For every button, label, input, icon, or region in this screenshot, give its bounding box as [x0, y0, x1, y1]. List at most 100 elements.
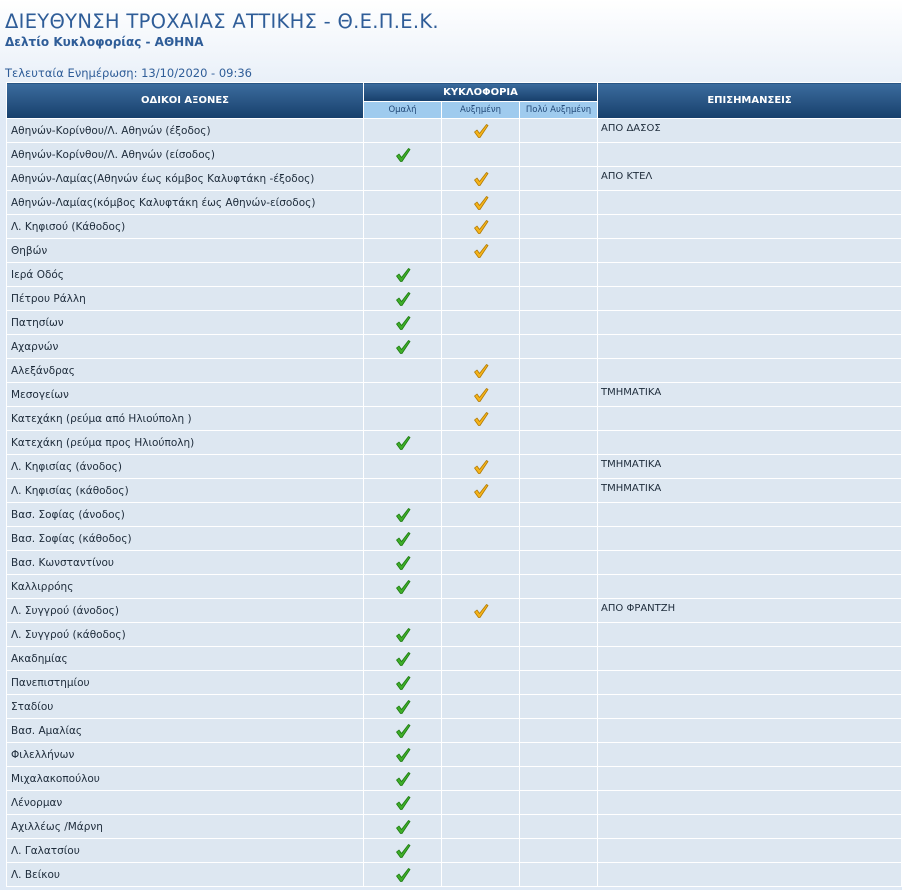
level-cell	[518, 142, 599, 167]
table-row: Λ. Κηφισού (Κάθοδος)	[6, 214, 902, 239]
table-row: Λ. Κηφισίας (κάθοδος) ΤΜΗΜΑΤΙΚΑ	[6, 478, 902, 503]
note: ΑΠΟ ΦΡΑΝΤΖΗ	[597, 598, 902, 623]
level-cell	[441, 502, 520, 527]
table-row: Ιερά Οδός	[6, 262, 902, 287]
level-cell	[441, 670, 520, 695]
traffic-table: ΟΔΙΚΟΙ ΑΞΟΝΕΣ ΚΥΚΛΟΦΟΡΙΑ ΕΠΙΣΗΜΑΝΣΕΙΣ Ομ…	[6, 82, 902, 887]
check-mark	[473, 603, 488, 618]
note	[597, 502, 902, 527]
road-name: Κατεχάκη (ρεύμα προς Ηλιούπολη)	[6, 430, 364, 455]
check-mark	[395, 843, 410, 858]
road-name: Αχαρνών	[6, 334, 364, 359]
level-cell	[518, 574, 599, 599]
level-cell	[518, 310, 599, 335]
check-icon	[395, 507, 410, 522]
level-cell	[363, 622, 442, 647]
level-cell	[441, 214, 520, 239]
level-cell	[518, 622, 599, 647]
road-name: Καλλιρρόης	[6, 574, 364, 599]
note	[597, 406, 902, 431]
check-icon	[395, 291, 410, 306]
level-cell	[363, 382, 442, 407]
road-name: Σταδίου	[6, 694, 364, 719]
level-cell	[363, 166, 442, 191]
road-name: Λ. Κηφισού (Κάθοδος)	[6, 214, 364, 239]
check-mark	[395, 315, 410, 330]
level-cell	[363, 670, 442, 695]
road-name: Λ. Βείκου	[6, 862, 364, 887]
check-icon	[473, 459, 488, 474]
level-cell	[363, 430, 442, 455]
level-cell	[441, 406, 520, 431]
table-row: Αθηνών-Κορίνθου/Λ. Αθηνών (είσοδος)	[6, 142, 902, 167]
level-cell	[441, 358, 520, 383]
table-row: Κατεχάκη (ρεύμα από Ηλιούπολη )	[6, 406, 902, 431]
check-mark	[395, 627, 410, 642]
level-cell	[518, 190, 599, 215]
level-cell	[518, 454, 599, 479]
table-row: Πατησίων	[6, 310, 902, 335]
level-cell	[363, 310, 442, 335]
level-cell	[441, 766, 520, 791]
road-name: Ιερά Οδός	[6, 262, 364, 287]
table-row: Βασ. Αμαλίας	[6, 718, 902, 743]
level-cell	[441, 454, 520, 479]
level-cell	[363, 646, 442, 671]
level-cell	[518, 862, 599, 887]
check-mark	[473, 483, 488, 498]
road-name: Αθηνών-Κορίνθου/Λ. Αθηνών (έξοδος)	[6, 118, 364, 143]
check-icon	[473, 411, 488, 426]
level-cell	[363, 550, 442, 575]
note	[597, 622, 902, 647]
table-row: Καλλιρρόης	[6, 574, 902, 599]
level-cell	[441, 574, 520, 599]
level-cell	[363, 598, 442, 623]
road-name: Λένορμαν	[6, 790, 364, 815]
level-cell	[518, 526, 599, 551]
level-cell	[363, 454, 442, 479]
level-cell	[441, 334, 520, 359]
note	[597, 670, 902, 695]
subtitle: Δελτίο Κυκλοφορίας - ΑΘΗΝΑ	[5, 35, 204, 49]
check-mark	[473, 243, 488, 258]
level-cell	[363, 742, 442, 767]
check-icon	[473, 195, 488, 210]
check-mark	[473, 459, 488, 474]
table-row: Ακαδημίας	[6, 646, 902, 671]
table-row: Λ. Συγγρού (άνοδος) ΑΠΟ ΦΡΑΝΤΖΗ	[6, 598, 902, 623]
table-row: Κατεχάκη (ρεύμα προς Ηλιούπολη)	[6, 430, 902, 455]
note	[597, 238, 902, 263]
note: ΑΠΟ ΚΤΕΛ	[597, 166, 902, 191]
table-row: Λ. Συγγρού (κάθοδος)	[6, 622, 902, 647]
check-mark	[473, 195, 488, 210]
check-icon	[395, 579, 410, 594]
note	[597, 310, 902, 335]
check-mark	[395, 771, 410, 786]
check-mark	[395, 675, 410, 690]
table-row: Αλεξάνδρας	[6, 358, 902, 383]
check-icon	[395, 267, 410, 282]
level-cell	[518, 646, 599, 671]
level-cell	[441, 142, 520, 167]
level-cell	[518, 670, 599, 695]
road-name: Πατησίων	[6, 310, 364, 335]
check-icon	[473, 171, 488, 186]
road-name: Βασ. Σοφίας (άνοδος)	[6, 502, 364, 527]
check-icon	[395, 435, 410, 450]
road-name: Ακαδημίας	[6, 646, 364, 671]
level-cell	[363, 694, 442, 719]
level-cell	[518, 286, 599, 311]
check-mark	[473, 123, 488, 138]
note	[597, 694, 902, 719]
table-row: Λένορμαν	[6, 790, 902, 815]
check-mark	[395, 795, 410, 810]
level-cell	[518, 790, 599, 815]
check-icon	[395, 771, 410, 786]
check-icon	[395, 339, 410, 354]
level-cell	[363, 358, 442, 383]
level-cell	[363, 526, 442, 551]
update-time: 13/10/2020 - 09:36	[141, 66, 252, 80]
check-icon	[395, 723, 410, 738]
note	[597, 334, 902, 359]
